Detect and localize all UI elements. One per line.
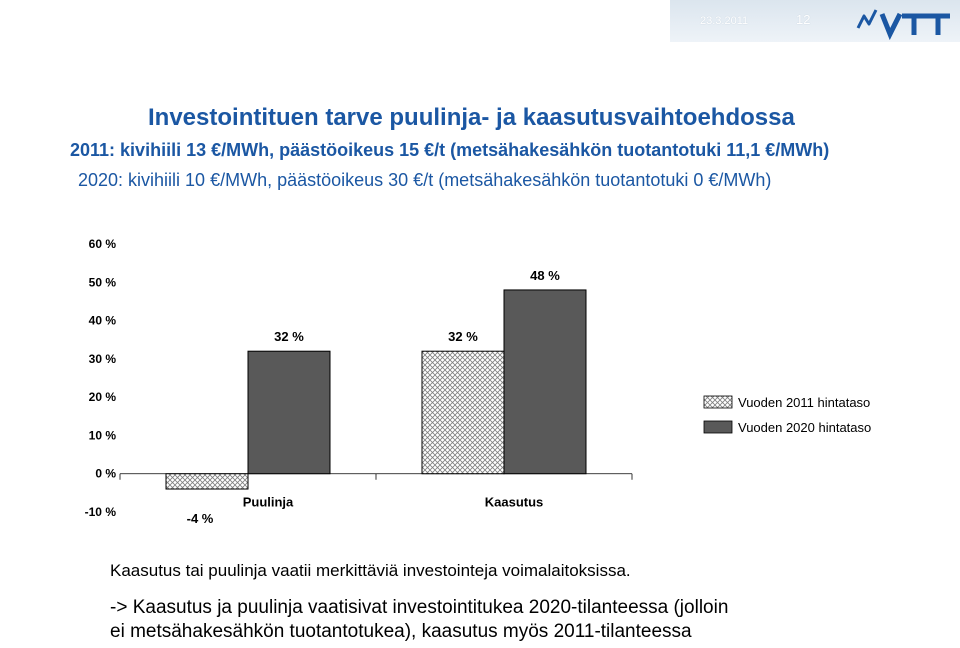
bar-puulinja-2020 — [247, 350, 331, 475]
y-tick-label: 30 % — [89, 352, 117, 366]
legend-label: Vuoden 2011 hintataso — [738, 395, 870, 410]
y-tick-label: 10 % — [89, 428, 117, 442]
slide-title: Investointituen tarve puulinja- ja kaasu… — [148, 104, 795, 131]
slide-date: 23.3.2011 — [700, 15, 749, 27]
note-line-1: -> Kaasutus ja puulinja vaatisivat inves… — [110, 597, 729, 618]
y-tick-label: -10 % — [85, 505, 117, 519]
legend-swatch — [703, 420, 733, 434]
category-label: Puulinja — [243, 495, 294, 510]
slide-page-number: 12 — [796, 12, 811, 27]
data-label: 32 % — [274, 329, 304, 344]
note-investment-support: -> Kaasutus ja puulinja vaatisivat inves… — [110, 596, 728, 644]
y-tick-label: 50 % — [89, 275, 117, 289]
y-tick-label: 60 % — [89, 237, 117, 251]
bar-kaasutus-2011 — [421, 350, 505, 475]
logo-wave-icon — [856, 9, 878, 29]
y-tick-label: 0 % — [95, 467, 116, 481]
category-label: Kaasutus — [485, 495, 544, 510]
bar-kaasutus-2020 — [503, 289, 587, 475]
y-tick-label: 40 % — [89, 314, 117, 328]
bar-puulinja-2011 — [165, 473, 249, 490]
data-label: -4 % — [187, 511, 214, 526]
subtitle-2020: 2020: kivihiili 10 €/MWh, päästöoikeus 3… — [78, 170, 772, 190]
data-label: 48 % — [530, 268, 560, 283]
legend-swatch — [703, 395, 733, 409]
subtitle-2011: 2011: kivihiili 13 €/MWh, päästöoikeus 1… — [70, 140, 830, 160]
legend-label: Vuoden 2020 hintataso — [738, 420, 871, 435]
vtt-logo-icon — [856, 9, 950, 40]
note-line-2: ei metsähakesähkön tuotantotukea), kaasu… — [110, 621, 692, 642]
y-tick-label: 20 % — [89, 390, 117, 404]
note-investment-need: Kaasutus tai puulinja vaatii merkittäviä… — [110, 561, 631, 580]
data-label: 32 % — [448, 329, 478, 344]
